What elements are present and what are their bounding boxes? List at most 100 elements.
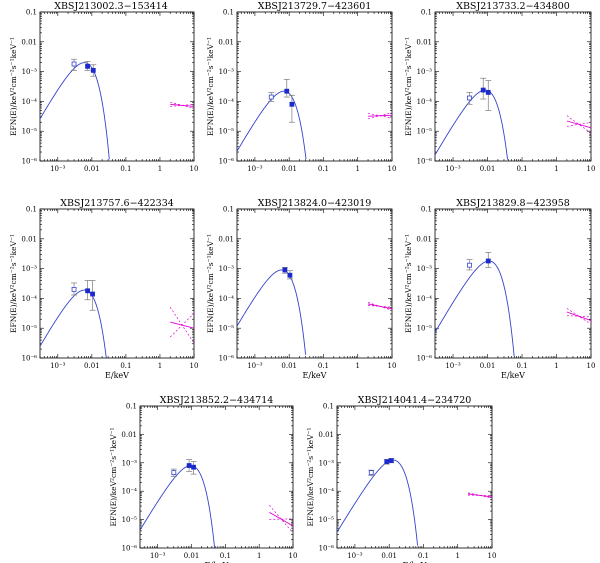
y-axis-label: EFN(E)/keV²cm⁻²s⁻¹keV⁻¹ [9, 37, 18, 136]
powerlaw-error-lower [566, 315, 592, 318]
powerlaw-error-lower [367, 112, 393, 120]
model-curve [139, 465, 216, 548]
x-tick-label: 0.01 [480, 165, 496, 173]
panel-title: XBSJ213757.6−422334 [60, 198, 174, 209]
y-tick-label: 10⁻⁵ [417, 325, 433, 333]
y-tick-label: 0.1 [223, 9, 234, 17]
y-tick-label: 10⁻⁵ [22, 128, 38, 136]
x-tick-label: 0.1 [120, 362, 131, 370]
x-tick-label: 10 [587, 362, 596, 370]
data-point-filled [485, 90, 491, 95]
x-tick-label: 0.01 [480, 362, 496, 370]
y-axis-label: EFN(E)/keV²cm⁻²s⁻¹keV⁻¹ [109, 428, 118, 527]
powerlaw-error-upper [566, 115, 592, 134]
model-curve [434, 260, 515, 357]
data-point-filled [186, 463, 192, 468]
y-tick-label: 0.01 [121, 431, 137, 439]
y-tick-label: 10⁻⁴ [417, 295, 433, 303]
y-tick-label: 10⁻³ [22, 68, 38, 76]
panel-title: XBSJ213002.3−153414 [54, 1, 168, 12]
y-tick-label: 10⁻⁶ [219, 355, 235, 363]
y-tick-label: 10⁻⁵ [219, 325, 235, 333]
model-curve [336, 459, 419, 546]
x-tick-label: 10 [190, 165, 199, 173]
data-point-filled [289, 101, 295, 107]
powerlaw-error-upper [467, 492, 493, 499]
x-tick-label: 1 [554, 362, 558, 370]
panel-8: XBSJ214041.4−234720 10⁻³ 0.01 0.1 1 10 10⁻⁶ 10⁻… [306, 395, 496, 563]
panel-7: XBSJ213852.2−434714 10⁻³ 0.01 0.1 1 10 10⁻⁶ 10⁻… [109, 395, 297, 563]
y-axis-label: EFN(E)/keV²cm⁻²s⁻¹keV⁻¹ [206, 37, 215, 136]
x-tick-label: 1 [455, 552, 459, 560]
x-tick-label: 10 [488, 552, 497, 560]
y-tick-label: 10⁻⁵ [122, 516, 138, 524]
y-tick-label: 10⁻⁶ [22, 355, 38, 363]
panel-5: XBSJ213824.0−423019 10⁻³ 0.01 0.1 1 10 10⁻⁶ 10⁻… [206, 198, 396, 380]
panel-1: XBSJ213002.3−153414 10⁻³ 0.01 0.1 1 10 10⁻⁶ 10⁻… [9, 1, 198, 173]
x-tick-label: 0.1 [120, 165, 131, 173]
y-tick-label: 0.01 [416, 38, 432, 46]
panel-title: XBSJ213852.2−434714 [160, 395, 274, 406]
powerlaw-error-lower [368, 305, 393, 308]
x-tick-label: 0.01 [84, 362, 100, 370]
data-point-filled [384, 459, 390, 465]
x-tick-label: 0.01 [381, 552, 397, 560]
x-axis-label: E/keV [303, 371, 327, 380]
panel-title: XBSJ213824.0−423019 [258, 198, 372, 209]
y-tick-label: 10⁻³ [319, 459, 335, 467]
data-point-filled [388, 458, 394, 463]
y-tick-label: 0.1 [26, 206, 37, 214]
data-point-filled [85, 63, 90, 69]
data-point-filled [90, 291, 95, 297]
powerlaw-fit [269, 511, 294, 527]
y-axis-label: EFN(E)/keV²cm⁻²s⁻¹keV⁻¹ [206, 234, 215, 333]
x-tick-label: 10 [289, 552, 298, 560]
x-tick-label: 1 [158, 165, 162, 173]
powerlaw-error-upper [170, 101, 195, 109]
y-tick-label: 10⁻⁴ [219, 295, 235, 303]
data-point-open [467, 262, 472, 268]
panel-2: XBSJ213729.7−423601 10⁻³ 0.01 0.1 1 10 10⁻⁶ 10⁻… [206, 1, 396, 173]
x-tick-label: 10⁻³ [150, 552, 166, 560]
model-curve [434, 89, 508, 160]
x-tick-label: 1 [355, 165, 359, 173]
data-point-filled [282, 267, 288, 273]
panel-title: XBSJ213729.7−423601 [258, 1, 372, 12]
y-tick-label: 10⁻³ [22, 265, 38, 273]
x-tick-label: 10 [388, 362, 397, 370]
x-tick-label: 0.01 [184, 552, 200, 560]
data-point-open [268, 94, 274, 100]
x-tick-label: 1 [158, 362, 162, 370]
data-point-filled [480, 87, 486, 93]
plot-frame [434, 11, 592, 162]
x-tick-label: 0.01 [281, 362, 297, 370]
y-tick-label: 0.1 [323, 403, 334, 411]
x-tick-label: 0.1 [516, 362, 527, 370]
panel-title: XBSJ214041.4−234720 [358, 395, 472, 406]
data-point-filled [90, 67, 96, 73]
y-axis-label: EFN(E)/keV²cm⁻²s⁻¹keV⁻¹ [404, 37, 413, 136]
y-axis-label: EFN(E)/keV²cm⁻²s⁻¹keV⁻¹ [404, 234, 413, 333]
data-point-filled [485, 258, 491, 264]
y-tick-label: 10⁻⁶ [22, 158, 38, 166]
x-tick-label: 10 [587, 165, 596, 173]
y-tick-label: 10⁻⁵ [219, 128, 235, 136]
x-tick-label: 10⁻³ [445, 165, 461, 173]
y-tick-label: 10⁻⁵ [319, 516, 335, 524]
y-tick-label: 0.01 [318, 431, 334, 439]
panel-4: XBSJ213757.6−422334 10⁻³ 0.01 0.1 1 10 10⁻⁶ 10⁻… [9, 198, 198, 380]
x-tick-label: 10⁻³ [247, 165, 263, 173]
y-axis-label: EFN(E)/keV²cm⁻²s⁻¹keV⁻¹ [306, 428, 315, 527]
x-tick-label: 0.1 [318, 165, 329, 173]
x-tick-label: 0.1 [220, 552, 231, 560]
x-axis-label: E/keV [205, 561, 229, 563]
data-point-open [71, 287, 77, 292]
data-point-open [171, 470, 177, 476]
x-tick-label: 0.1 [418, 552, 429, 560]
x-tick-label: 10⁻³ [347, 552, 363, 560]
y-tick-label: 0.1 [26, 9, 37, 17]
y-tick-label: 0.01 [21, 235, 37, 243]
y-tick-label: 10⁻⁶ [219, 158, 235, 166]
x-tick-label: 1 [257, 552, 261, 560]
